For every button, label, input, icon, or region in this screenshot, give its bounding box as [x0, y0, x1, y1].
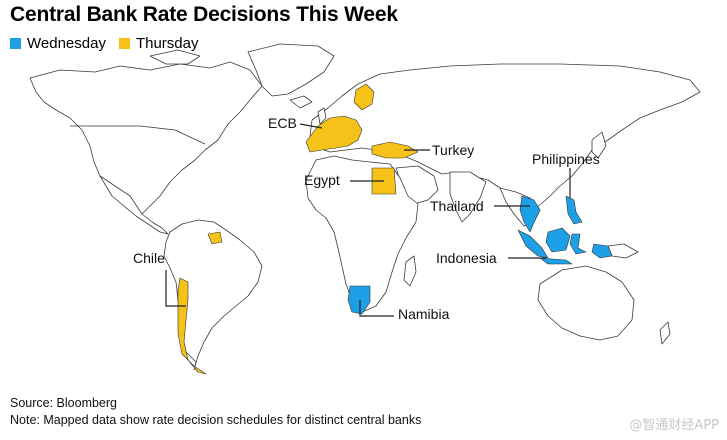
note-text: Note: Mapped data show rate decision sch…: [10, 413, 422, 427]
label-indonesia: Indonesia: [436, 250, 497, 266]
label-thailand: Thailand: [430, 198, 484, 214]
region-indonesia-papua: [591, 243, 613, 259]
country-arctic-islands: [149, 49, 201, 65]
label-chile: Chile: [133, 250, 165, 266]
region-turkey: [371, 141, 419, 159]
legend-swatch-wednesday: [10, 38, 21, 49]
country-japan: [591, 131, 607, 159]
leader-chile: [165, 270, 186, 307]
country-new-guinea: [607, 243, 639, 259]
source-text: Source: Bloomberg: [10, 396, 118, 410]
region-chile: [177, 277, 207, 375]
legend-swatch-thursday: [118, 38, 130, 49]
label-namibia: Namibia: [398, 306, 450, 322]
region-philippines: [565, 195, 583, 225]
country-india: [449, 171, 487, 223]
legend-label-wednesday: Wednesday: [27, 35, 106, 52]
label-egypt: Egypt: [304, 172, 340, 188]
country-south-america: [163, 219, 263, 371]
region-indonesia-sumatra: [517, 229, 549, 259]
country-greenland: [247, 43, 335, 97]
region-namibia: [347, 285, 371, 315]
label-philippines: Philippines: [532, 151, 600, 167]
legend: Wednesday Thursday: [10, 35, 211, 52]
country-canada-border: [70, 125, 206, 145]
country-iceland: [289, 95, 313, 109]
region-ecb-baltic: [353, 83, 375, 111]
region-indonesia-sulawesi: [569, 233, 587, 255]
chart-title: Central Bank Rate Decisions This Week: [10, 3, 398, 26]
country-madagascar: [403, 255, 417, 287]
label-ecb: ECB: [268, 115, 297, 131]
legend-item-thursday: Thursday: [118, 35, 199, 52]
label-turkey: Turkey: [432, 142, 474, 158]
country-new-zealand: [659, 321, 671, 345]
region-thailand: [519, 195, 541, 233]
region-ecb: [305, 115, 363, 153]
base-countries: [29, 43, 701, 371]
region-indonesia-java: [539, 257, 573, 265]
country-uk: [317, 107, 327, 125]
legend-item-wednesday: Wednesday: [10, 35, 106, 52]
leader-ecb: [299, 123, 323, 129]
country-africa: [305, 155, 419, 313]
country-mexico: [99, 175, 169, 235]
region-indonesia-borneo: [545, 227, 571, 253]
legend-label-thursday: Thursday: [135, 35, 199, 52]
country-north-america: [29, 61, 263, 215]
country-australia: [537, 265, 635, 341]
region-caribbean: [207, 231, 223, 245]
leader-namibia: [359, 300, 394, 317]
watermark: @智通财经APP: [629, 418, 719, 433]
